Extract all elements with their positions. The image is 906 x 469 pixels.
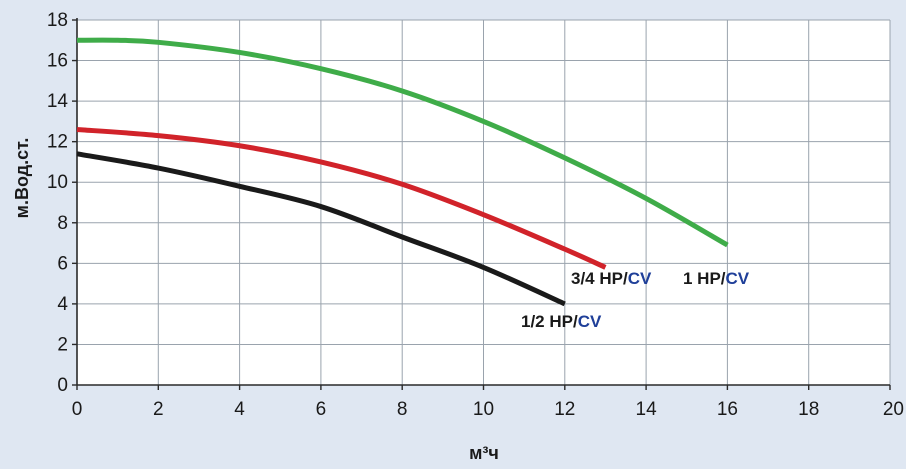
grid <box>77 19 891 385</box>
series-line <box>76 37 729 248</box>
y-tick-label: 6 <box>57 253 68 274</box>
series-label-suffix: CV <box>726 269 750 288</box>
x-tick-label: 14 <box>636 399 658 420</box>
x-axis-label: м³ч <box>469 443 499 463</box>
y-tick-label: 4 <box>57 294 68 315</box>
series-line <box>76 151 566 307</box>
series-label-main: 3/4 HP/ <box>571 269 628 288</box>
series-label-main: 1/2 HP/ <box>521 312 578 331</box>
series-lines <box>76 37 729 307</box>
x-tick-label: 0 <box>72 399 83 420</box>
y-tick-label: 0 <box>57 375 68 396</box>
series-label: 3/4 HP/CV <box>571 269 652 288</box>
y-tick-label: 18 <box>47 10 68 31</box>
x-tick-label: 18 <box>798 399 819 420</box>
x-tick-label: 10 <box>473 399 494 420</box>
y-tick-label: 10 <box>47 172 68 193</box>
y-tick-label: 2 <box>57 334 68 355</box>
series-label: 1/2 HP/CV <box>521 312 602 331</box>
x-tick-label: 12 <box>554 399 575 420</box>
y-tick-label: 8 <box>57 213 68 234</box>
series-line <box>76 127 607 270</box>
y-tick-label: 16 <box>47 51 68 72</box>
series-label-main: 1 HP/ <box>683 269 726 288</box>
y-axis-label: м.Вод.ст. <box>12 138 32 219</box>
tick-labels: 0 2 4 6 8 10 12 14 16 18 0 2 4 6 8 10 12 14 16 18 20 <box>47 10 904 420</box>
x-tick-label: 6 <box>316 399 327 420</box>
series-label-suffix: CV <box>628 269 652 288</box>
y-tick-label: 14 <box>47 91 69 112</box>
series-labels: 1 HP/CV3/4 HP/CV1/2 HP/CV <box>521 269 750 331</box>
series-label-suffix: CV <box>578 312 602 331</box>
x-tick-label: 16 <box>717 399 738 420</box>
x-tick-label: 2 <box>153 399 164 420</box>
x-tick-label: 4 <box>234 399 245 420</box>
y-tick-label: 12 <box>47 132 68 153</box>
axes <box>72 18 891 390</box>
series-label: 1 HP/CV <box>683 269 750 288</box>
x-tick-label: 20 <box>883 399 904 420</box>
x-tick-label: 8 <box>397 399 408 420</box>
